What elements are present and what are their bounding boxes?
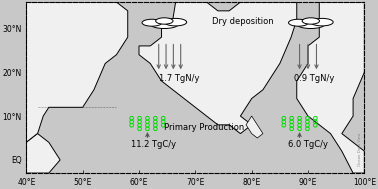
Ellipse shape: [142, 19, 162, 26]
Point: [296, 124, 302, 127]
Polygon shape: [139, 2, 297, 134]
Point: [144, 120, 150, 123]
Polygon shape: [26, 2, 128, 142]
Text: 6.0 TgC/y: 6.0 TgC/y: [288, 140, 328, 149]
Point: [129, 120, 135, 123]
Text: 11.2 TgC/y: 11.2 TgC/y: [130, 140, 176, 149]
Point: [129, 117, 135, 120]
Point: [152, 127, 158, 130]
Point: [304, 127, 310, 130]
Point: [152, 124, 158, 127]
Point: [136, 120, 143, 123]
Point: [304, 120, 310, 123]
Text: Primary Production: Primary Production: [164, 122, 245, 132]
Text: 1.7 TgN/y: 1.7 TgN/y: [159, 74, 199, 83]
Point: [289, 127, 295, 130]
Point: [304, 124, 310, 127]
Text: 0.9 TgN/y: 0.9 TgN/y: [294, 74, 334, 83]
Point: [160, 124, 166, 127]
Point: [160, 117, 166, 120]
Point: [281, 117, 287, 120]
Point: [152, 120, 158, 123]
Point: [296, 127, 302, 130]
Point: [144, 124, 150, 127]
Polygon shape: [297, 2, 364, 173]
Point: [129, 124, 135, 127]
Point: [136, 127, 143, 130]
Text: Dry deposition: Dry deposition: [212, 17, 274, 26]
Point: [152, 117, 158, 120]
Point: [296, 120, 302, 123]
Polygon shape: [246, 116, 263, 138]
Point: [312, 124, 318, 127]
Point: [144, 127, 150, 130]
Point: [160, 120, 166, 123]
Point: [144, 117, 150, 120]
Text: Ocean Data View: Ocean Data View: [358, 133, 361, 167]
Ellipse shape: [302, 18, 319, 24]
Point: [289, 120, 295, 123]
Point: [312, 117, 318, 120]
Point: [289, 124, 295, 127]
Ellipse shape: [151, 20, 178, 29]
Point: [136, 117, 143, 120]
Point: [281, 124, 287, 127]
Ellipse shape: [297, 20, 324, 29]
Ellipse shape: [156, 18, 173, 24]
Point: [136, 124, 143, 127]
Point: [289, 117, 295, 120]
Point: [281, 120, 287, 123]
Point: [304, 117, 310, 120]
Polygon shape: [26, 134, 60, 173]
Ellipse shape: [164, 18, 187, 26]
Ellipse shape: [311, 18, 333, 26]
Ellipse shape: [288, 19, 308, 26]
Point: [312, 120, 318, 123]
Point: [296, 117, 302, 120]
